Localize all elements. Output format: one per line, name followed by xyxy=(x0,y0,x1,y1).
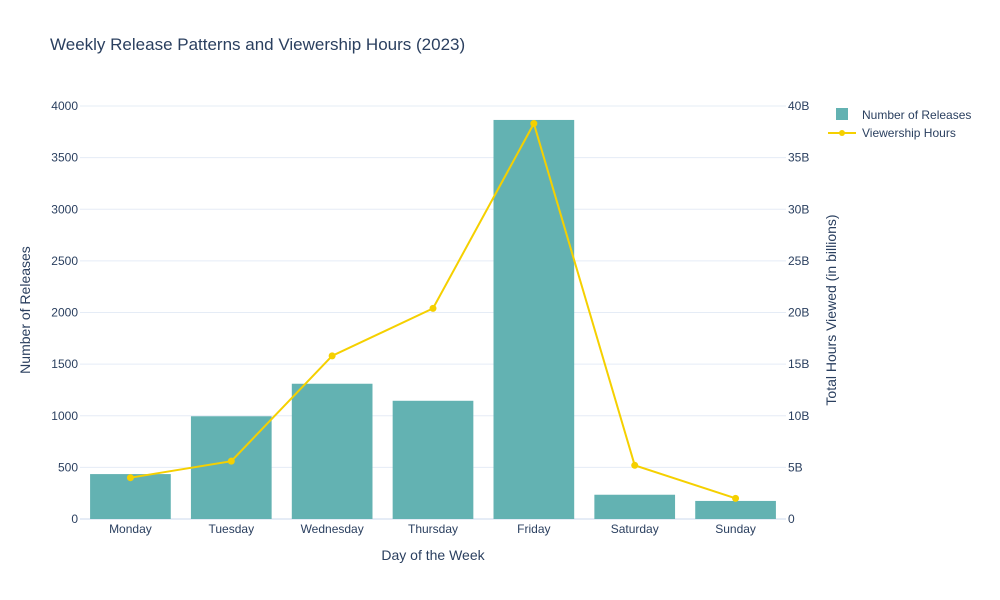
y-tick-label: 500 xyxy=(58,460,78,474)
legend-swatch-releases xyxy=(836,108,848,120)
legend-marker-viewership xyxy=(839,130,845,136)
line-series xyxy=(126,120,740,502)
x-tick-label: Saturday xyxy=(611,522,659,536)
y2-tick-label: 5B xyxy=(788,460,803,474)
y-tick-label: 2000 xyxy=(51,306,78,320)
viewership-point-friday xyxy=(530,120,538,128)
x-axis-title: Day of the Week xyxy=(381,547,485,563)
legend-label-releases[interactable]: Number of Releases xyxy=(862,108,971,122)
x-tick-label: Thursday xyxy=(408,522,458,536)
y-tick-label: 2500 xyxy=(51,254,78,268)
viewership-point-monday xyxy=(126,474,134,482)
y2-tick-label: 25B xyxy=(788,254,809,268)
y2-tick-label: 10B xyxy=(788,409,809,423)
viewership-point-sunday xyxy=(732,494,740,502)
y-tick-label: 1000 xyxy=(51,409,78,423)
y-tick-label: 3500 xyxy=(51,151,78,165)
bar-saturday xyxy=(594,494,676,519)
y-tick-label: 3000 xyxy=(51,202,78,216)
bar-friday xyxy=(493,119,575,519)
y-tick-label: 0 xyxy=(71,512,78,526)
x-axis-ticks: Monday Tuesday Wednesday Thursday Friday Satu… xyxy=(109,522,756,536)
chart-title: Weekly Release Patterns and Viewership H… xyxy=(50,35,465,54)
bar-wednesday xyxy=(291,383,373,519)
y2-tick-label: 35B xyxy=(788,151,809,165)
viewership-point-saturday xyxy=(631,461,639,469)
y2-tick-label: 15B xyxy=(788,357,809,371)
y-axis-ticks: 0 500 1000 1500 2000 2500 3000 3500 4000 xyxy=(51,99,78,526)
y-tick-label: 1500 xyxy=(51,357,78,371)
legend-label-viewership[interactable]: Viewership Hours xyxy=(862,126,956,140)
y2-tick-label: 20B xyxy=(788,306,809,320)
y2-axis-title: Total Hours Viewed (in billions) xyxy=(823,214,839,405)
y2-tick-label: 40B xyxy=(788,99,809,113)
x-tick-label: Tuesday xyxy=(208,522,254,536)
x-tick-label: Friday xyxy=(517,522,550,536)
y2-tick-label: 0 xyxy=(788,512,795,526)
legend[interactable]: Number of Releases Viewership Hours xyxy=(828,108,971,140)
bar-thursday xyxy=(392,400,474,519)
y2-axis-ticks: 0 5B 10B 15B 20B 25B 30B 35B 40B xyxy=(788,99,809,526)
y2-tick-label: 30B xyxy=(788,202,809,216)
x-tick-label: Sunday xyxy=(715,522,756,536)
y-axis-title: Number of Releases xyxy=(17,246,33,374)
y-tick-label: 4000 xyxy=(51,99,78,113)
bar-monday xyxy=(90,474,171,519)
x-tick-label: Wednesday xyxy=(301,522,364,536)
viewership-point-wednesday xyxy=(328,352,336,360)
x-tick-label: Monday xyxy=(109,522,152,536)
bar-series xyxy=(90,119,776,519)
viewership-point-tuesday xyxy=(227,457,235,465)
viewership-point-thursday xyxy=(429,304,437,312)
bar-sunday xyxy=(695,500,776,519)
